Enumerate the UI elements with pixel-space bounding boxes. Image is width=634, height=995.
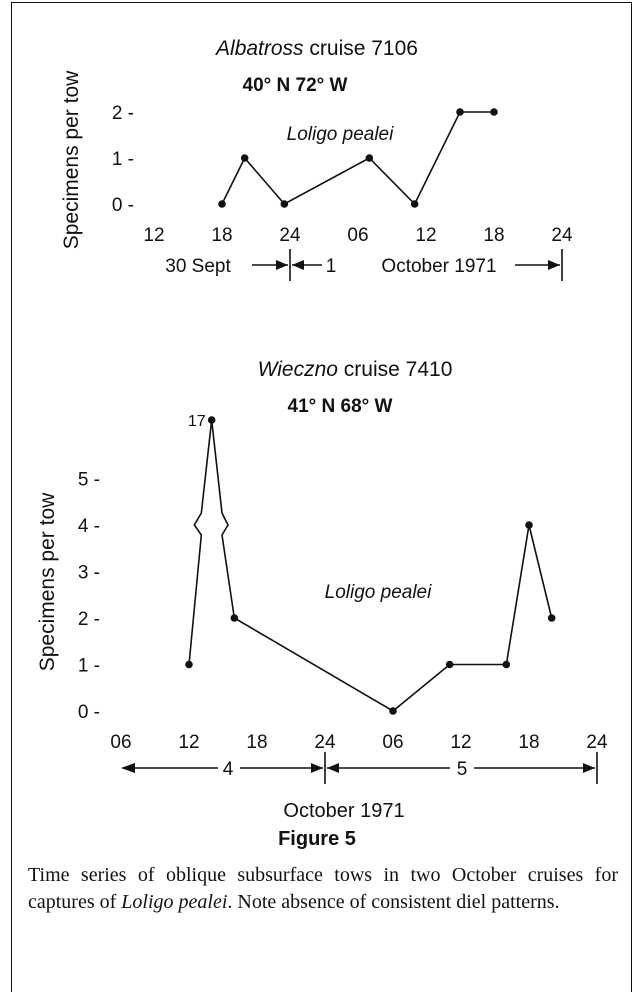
chart2-xtick-label: 18 (246, 732, 267, 753)
chart2-xtick-label: 24 (586, 732, 608, 753)
chart1-xtick-label: 18 (483, 225, 504, 246)
chart1-subtitle: 40° N 72° W (243, 75, 348, 96)
chart1-data-point (490, 108, 498, 116)
chart2-annotation: Loligo pealei (325, 582, 432, 603)
chart1-ylabel: Specimens per tow (60, 70, 83, 249)
chart2-data-point (502, 660, 511, 669)
chart1-ytick-label: 1 - (112, 149, 134, 170)
albatross-chart: Albatross cruise 7106 40° N 72° W Specimen… (60, 37, 573, 281)
chart2-data-point (547, 614, 556, 622)
chart2-xtick-label: 12 (178, 732, 199, 753)
figure-caption: Time series of oblique subsurface tows i… (28, 862, 618, 916)
caption-text-2: . Note absence of consistent diel patter… (227, 891, 560, 913)
chart2-ytick-label: 3 - (78, 563, 100, 584)
chart1-data-point (456, 108, 464, 116)
chart2-xtick-label: 24 (314, 732, 336, 753)
chart1-data-point (240, 154, 249, 162)
chart1-date-label-right: October 1971 (381, 256, 496, 277)
chart2-day-label-right: 5 (457, 759, 468, 780)
chart1-range-arrow (548, 260, 560, 270)
chart1-xtick-label: 24 (279, 225, 301, 246)
chart1-xtick-label: 24 (551, 225, 573, 246)
chart2-data-point (389, 707, 397, 715)
chart2-data-point (230, 614, 239, 622)
chart2-title: Wieczno cruise 7410 (258, 358, 453, 381)
chart1-xtick-label: 18 (211, 225, 232, 246)
chart1-xtick-label: 12 (415, 225, 436, 246)
chart2-outlier-label: 17 (188, 413, 206, 430)
wieczno-chart: Wieczno cruise 7410 41° N 68° W Specimens … (36, 358, 608, 822)
chart1-xtick-label: 12 (143, 225, 164, 246)
chart2-ytick-label: 5 - (78, 470, 100, 491)
chart2-xtick-label: 12 (450, 732, 471, 753)
chart1-annotation: Loligo pealei (287, 124, 394, 145)
figure-frame (11, 2, 632, 992)
chart1-ytick-label: 0 - (112, 195, 134, 216)
chart1-data-point (280, 200, 289, 208)
caption-text-1: Time series of oblique subsurface tows i… (28, 864, 618, 913)
chart2-day-label-left: 4 (223, 759, 234, 780)
chart2-xtick-label: 06 (110, 732, 131, 753)
chart2-xtick-label: 06 (382, 732, 403, 753)
chart1-ytick-label: 2 - (112, 103, 134, 124)
chart2-range-arrow (583, 763, 595, 773)
chart1-data-point (365, 154, 374, 162)
chart1-data-point (218, 200, 226, 208)
chart1-xtick-label: 06 (347, 225, 368, 246)
chart2-month-label: October 1971 (283, 800, 404, 822)
chart2-ylabel: Specimens per tow (36, 492, 59, 671)
chart1-data-point (410, 200, 419, 208)
chart2-subtitle: 41° N 68° W (288, 396, 393, 417)
chart2-ytick-label: 2 - (78, 609, 100, 630)
chart2-data-point (185, 660, 193, 669)
chart2-range-arrow (311, 763, 323, 773)
chart1-date-label-left: 30 Sept (165, 256, 231, 277)
chart1-title: Albatross cruise 7106 (214, 37, 418, 60)
chart2-ytick-label: 4 - (78, 516, 100, 537)
chart2-data-point (525, 521, 533, 529)
chart2-series-line-break-right (210, 419, 236, 619)
figure-label: Figure 5 (278, 828, 356, 850)
chart2-ytick-label: 1 - (78, 656, 100, 677)
chart2-data-point (445, 660, 454, 669)
chart1-range-arrow (276, 260, 288, 270)
chart2-series-line-break-left (188, 419, 213, 665)
chart2-xtick-label: 18 (518, 732, 539, 753)
chart1-date-mark: 1 (326, 256, 337, 277)
chart2-ytick-label: 0 - (78, 702, 100, 723)
caption-species: Loligo pealei (121, 891, 228, 913)
chart2-series-line (233, 524, 553, 712)
chart2-data-point (207, 416, 216, 424)
